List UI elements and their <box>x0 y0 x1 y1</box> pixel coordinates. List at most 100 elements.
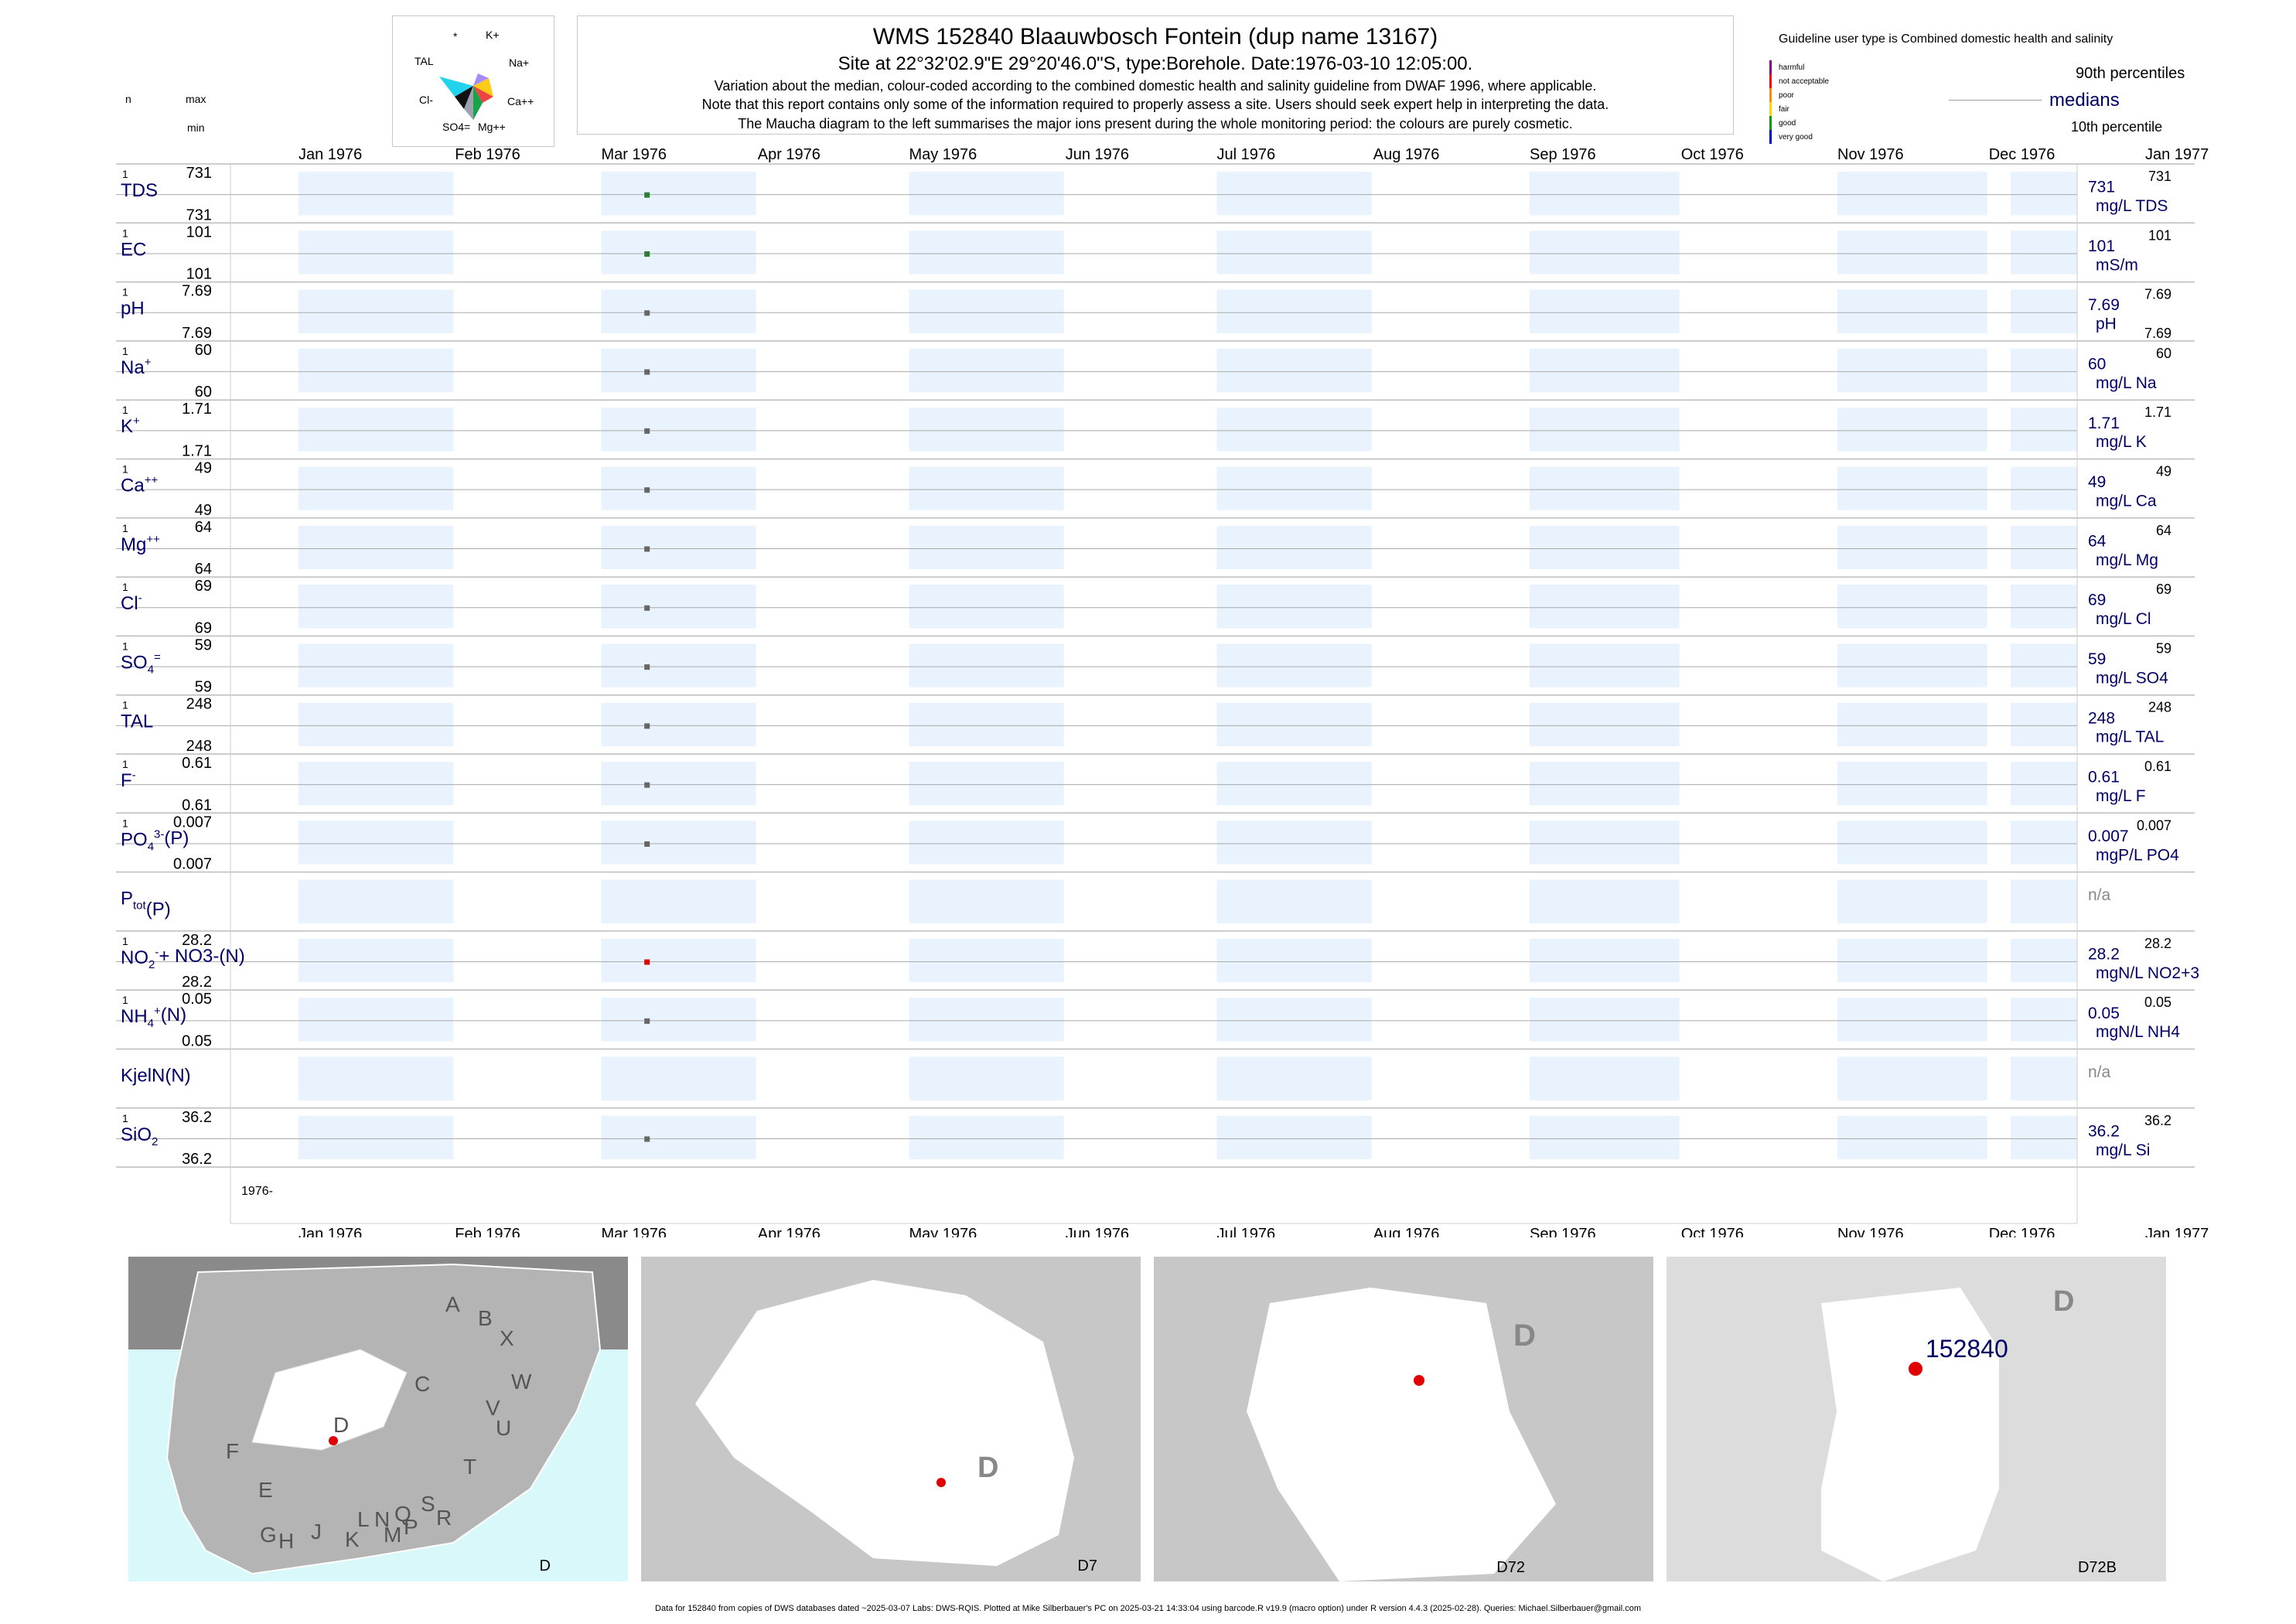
x-tick-label-top: Mar 1976 <box>601 146 667 163</box>
month-band <box>1530 408 1680 452</box>
x-tick-label-top: Oct 1976 <box>1681 146 1744 163</box>
month-band <box>1530 702 1680 746</box>
month-band <box>2011 230 2077 275</box>
header-max: max <box>186 93 206 105</box>
row-label: Ptot(P) <box>121 889 171 920</box>
row-min: 36.2 <box>182 1151 212 1168</box>
row-n: 1 <box>122 404 128 416</box>
data-point <box>644 664 650 670</box>
row-min: 49 <box>195 502 212 519</box>
x-tick-label-bottom: Sep 1976 <box>1530 1226 1596 1237</box>
data-point <box>644 487 650 493</box>
legend-class-1: not acceptable <box>1769 74 1862 88</box>
data-point <box>644 428 650 434</box>
footer: Data for 152840 from copies of DWS datab… <box>655 1604 1641 1613</box>
row-n: 1 <box>122 1112 128 1124</box>
month-band <box>1530 172 1680 216</box>
data-point <box>644 310 650 316</box>
row-label: SiO2 <box>121 1124 158 1148</box>
month-band <box>1837 821 1987 865</box>
month-band <box>2011 585 2077 629</box>
row-n: 1 <box>122 994 128 1006</box>
row-p90: 59 <box>2156 640 2171 656</box>
legend-swatch-3 <box>1769 102 1772 116</box>
map-sa-site-dot <box>329 1436 338 1445</box>
month-band <box>909 408 1064 452</box>
map-d7-caption: D7 <box>1077 1557 1097 1575</box>
month-band <box>1837 879 1987 923</box>
map-d72-site-dot <box>1414 1375 1424 1386</box>
row-p90: 36.2 <box>2144 1113 2171 1128</box>
maucha-segment-tal <box>439 77 473 97</box>
month-band <box>299 821 454 865</box>
row-median-value: 60 <box>2088 356 2106 374</box>
month-band <box>909 172 1064 216</box>
row-unit: mg/L F <box>2096 787 2146 805</box>
month-band <box>601 762 756 806</box>
row-p90: 248 <box>2148 700 2171 715</box>
map-d72b: D 152840 D72B <box>1667 1257 2166 1581</box>
map-d72b-region-label: D <box>2053 1285 2074 1318</box>
map-sa-letter-p: P <box>404 1515 418 1539</box>
month-band <box>1837 172 1987 216</box>
map-sa-letter-q: Q <box>394 1502 411 1526</box>
row-median-value: 7.69 <box>2088 296 2120 314</box>
month-band <box>1837 348 1987 393</box>
row-median-value: n/a <box>2088 1063 2111 1081</box>
map-sa-letter-u: U <box>496 1416 512 1440</box>
month-band <box>1216 1056 1372 1100</box>
month-band <box>1216 702 1372 746</box>
row-n: 1 <box>122 758 128 770</box>
maucha-segment-cl <box>455 86 473 109</box>
row-unit: mg/L TDS <box>2096 197 2168 215</box>
row-max: 248 <box>186 696 212 713</box>
row-max: 731 <box>186 165 212 182</box>
map-sa-letter-c: C <box>415 1372 431 1396</box>
row-p90: 49 <box>2156 464 2171 479</box>
row-min: 64 <box>195 561 212 578</box>
month-band <box>909 348 1064 393</box>
month-band <box>909 821 1064 865</box>
row-median-value: 49 <box>2088 473 2106 491</box>
month-band <box>2011 762 2077 806</box>
x-tick-label-bottom: Jul 1976 <box>1216 1226 1275 1237</box>
page-title: WMS 152840 Blaauwbosch Fontein (dup name… <box>872 24 1438 49</box>
x-tick-label-bottom: Feb 1976 <box>455 1226 520 1237</box>
map-sa-highlight <box>251 1349 408 1451</box>
month-band <box>909 1056 1064 1100</box>
month-band <box>1530 348 1680 393</box>
legend-median-line <box>1949 100 2042 101</box>
map-d72b-site-label: 152840 <box>1926 1335 2008 1363</box>
row-label: TDS <box>121 180 158 201</box>
row-median-value: 64 <box>2088 532 2107 550</box>
row-n: 1 <box>122 817 128 829</box>
x-tick-label-bottom: Apr 1976 <box>758 1226 820 1237</box>
row-label: SO4= <box>121 650 161 676</box>
map-d7: D D7 <box>641 1257 1141 1581</box>
month-band <box>2011 821 2077 865</box>
month-band <box>1216 172 1372 216</box>
row-label: TAL <box>121 711 153 732</box>
row-unit: mg/L Si <box>2096 1141 2150 1159</box>
map-sa-letter-j: J <box>311 1520 322 1544</box>
maucha-svg <box>439 73 493 120</box>
map-d72-caption: D72 <box>1496 1559 1525 1576</box>
month-band <box>299 1056 454 1100</box>
row-max: 69 <box>195 578 212 595</box>
month-band <box>299 998 454 1042</box>
row-max: 0.05 <box>182 991 212 1008</box>
month-band <box>1837 762 1987 806</box>
month-band <box>601 289 756 333</box>
month-band <box>2011 408 2077 452</box>
row-label: K+ <box>121 415 140 437</box>
month-band <box>2011 643 2077 687</box>
month-band <box>1530 525 1680 570</box>
legend-class-5: very good <box>1769 130 1862 144</box>
row-p90: 0.007 <box>2137 817 2171 833</box>
maucha-label-so4: SO4= <box>442 121 471 133</box>
map-sa-letter-b: B <box>478 1306 493 1330</box>
x-tick-label-top: Feb 1976 <box>455 146 520 163</box>
x-tick-label-top: May 1976 <box>909 146 977 163</box>
row-p90: 101 <box>2148 227 2171 243</box>
month-band <box>909 585 1064 629</box>
